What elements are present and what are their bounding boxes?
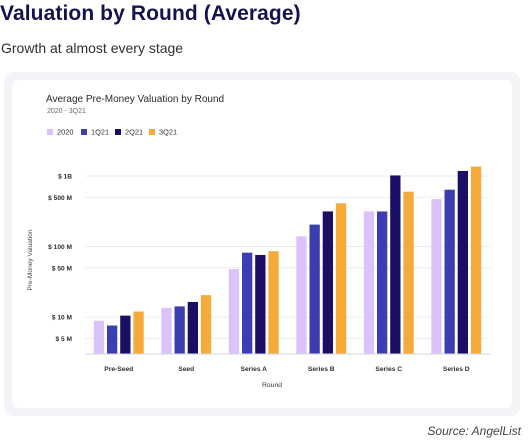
category-label: Pre-Seed [104, 366, 133, 373]
legend-swatch [115, 129, 121, 135]
bar [470, 166, 482, 354]
bar [255, 254, 266, 354]
page-subtitle: Growth at almost every stage [1, 40, 184, 56]
bar [363, 211, 375, 354]
y-tick-label: $ 100 M [48, 244, 72, 251]
y-tick-label: $ 50 M [52, 265, 73, 272]
legend-label: 2020 [57, 128, 73, 137]
legend-label: 1Q21 [91, 128, 109, 137]
bar [390, 175, 401, 354]
legend-item: 3Q21 [149, 128, 177, 137]
bar [431, 199, 442, 354]
bar [242, 252, 253, 354]
bar [228, 269, 240, 354]
y-tick-label: $ 500 M [48, 195, 72, 202]
x-axis-title: Round [262, 382, 282, 389]
y-axis-ticks: $ 1B $ 500 M $ 100 M $ 50 M $ 10 M $ 5 M [48, 174, 72, 343]
bar [322, 211, 333, 354]
category-label: Series B [308, 366, 335, 373]
chart-title: Average Pre-Money Valuation by Round [46, 94, 224, 105]
category-label: Series A [240, 366, 267, 373]
legend-label: 2Q21 [125, 128, 143, 137]
chart-panel: Average Pre-Money Valuation by Round 202… [12, 80, 512, 408]
category-label: Seed [178, 366, 194, 373]
bar [107, 325, 118, 354]
legend-swatch [81, 129, 87, 135]
legend-item: 1Q21 [81, 128, 109, 137]
y-tick-label: $ 5 M [56, 336, 73, 343]
bar [403, 191, 414, 354]
chart-subtitle: 2020 - 3Q21 [47, 108, 86, 115]
bar [187, 301, 198, 354]
bar [174, 306, 185, 354]
x-axis-labels: Pre-Seed Seed Series A Series B Series C Seri… [104, 366, 470, 373]
source-note: Source: AngelList [427, 424, 521, 438]
bar [457, 170, 468, 354]
legend-swatch [47, 129, 53, 135]
bar [335, 203, 347, 354]
legend-item: 2Q21 [115, 128, 143, 137]
legend-swatch [149, 129, 155, 135]
bar [268, 251, 279, 354]
bar [200, 295, 212, 354]
bar [309, 224, 320, 354]
category-label: Series C [375, 366, 402, 373]
chart-grid [85, 175, 490, 339]
y-axis-title: Pre-Money Valuation [27, 229, 34, 290]
bar [133, 311, 144, 354]
bar [93, 320, 105, 354]
legend-item: 2020 [47, 128, 73, 137]
y-tick-label: $ 1B [58, 174, 72, 181]
y-tick-label: $ 10 M [52, 315, 73, 322]
chart-legend: 2020 1Q21 2Q21 3Q21 [47, 128, 177, 137]
bar [296, 236, 307, 354]
category-label: Series D [443, 366, 470, 373]
bar [377, 211, 388, 354]
valuation-chart: Average Pre-Money Valuation by Round 202… [27, 94, 490, 389]
chart-card: Average Pre-Money Valuation by Round 202… [4, 72, 520, 416]
chart-bars [93, 166, 482, 354]
bar [120, 315, 131, 354]
legend-label: 3Q21 [159, 128, 177, 137]
bar [161, 307, 172, 354]
page-title: Valuation by Round (Average) [0, 2, 301, 25]
bar [444, 189, 455, 354]
